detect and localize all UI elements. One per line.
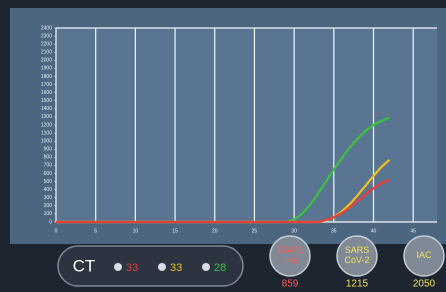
ct-value: 33 <box>170 262 182 274</box>
chart: CT 0100200300400500600700800900100011001… <box>0 0 446 292</box>
x-tick-label: 45 <box>410 228 416 234</box>
ct-dot <box>202 263 210 271</box>
ct-dot <box>114 263 122 271</box>
y-tick-label: 1000 <box>41 138 52 144</box>
x-tick-label: 40 <box>371 228 377 234</box>
button-value: 2050 <box>413 279 436 290</box>
plot-area <box>56 28 437 222</box>
y-tick-label: 900 <box>44 147 53 153</box>
y-tick-label: 800 <box>44 155 53 161</box>
y-tick-label: 0 <box>49 219 52 225</box>
y-tick-label: 1500 <box>41 98 52 104</box>
y-tick-label: 1700 <box>41 82 52 88</box>
y-tick-label: 300 <box>44 195 53 201</box>
y-tick-label: 1100 <box>41 130 52 136</box>
button-label: IAC <box>416 250 432 260</box>
y-tick-label: 1600 <box>41 90 52 96</box>
y-tick-label: 500 <box>44 179 53 185</box>
y-tick-label: 1200 <box>41 122 52 128</box>
y-tick-label: 2000 <box>41 58 52 64</box>
y-tick-label: 1800 <box>41 74 52 80</box>
x-tick-label: 35 <box>331 228 337 234</box>
x-tick-label: 5 <box>94 228 97 234</box>
y-tick-label: 2200 <box>41 41 52 47</box>
y-tick-label: 200 <box>44 203 53 209</box>
y-tick-label: 700 <box>44 163 53 169</box>
ct-value: 28 <box>214 262 226 274</box>
ct-value: 33 <box>126 262 138 274</box>
y-tick-label: 1300 <box>41 114 52 120</box>
y-tick-label: 1400 <box>41 106 52 112</box>
y-tick-label: 1900 <box>41 66 52 72</box>
y-tick-label: 600 <box>44 171 53 177</box>
y-tick-label: 2300 <box>41 33 52 39</box>
page: {"chart_data": {"type": "line", "x": [0,… <box>0 0 446 292</box>
button-value: 1215 <box>346 279 369 290</box>
y-tick-label: 2400 <box>41 25 52 31</box>
x-tick-label: 10 <box>133 228 139 234</box>
x-tick-label: 30 <box>291 228 297 234</box>
x-tick-label: 25 <box>252 228 258 234</box>
x-tick-label: 15 <box>172 228 178 234</box>
x-tick-label: 0 <box>55 228 58 234</box>
ct-dot <box>158 263 166 271</box>
ct-label: CT <box>73 256 96 275</box>
y-tick-label: 2100 <box>41 50 52 56</box>
y-tick-label: 100 <box>44 211 53 217</box>
y-tick-label: 400 <box>44 187 53 193</box>
x-tick-label: 20 <box>212 228 218 234</box>
button-value: 859 <box>282 279 299 290</box>
